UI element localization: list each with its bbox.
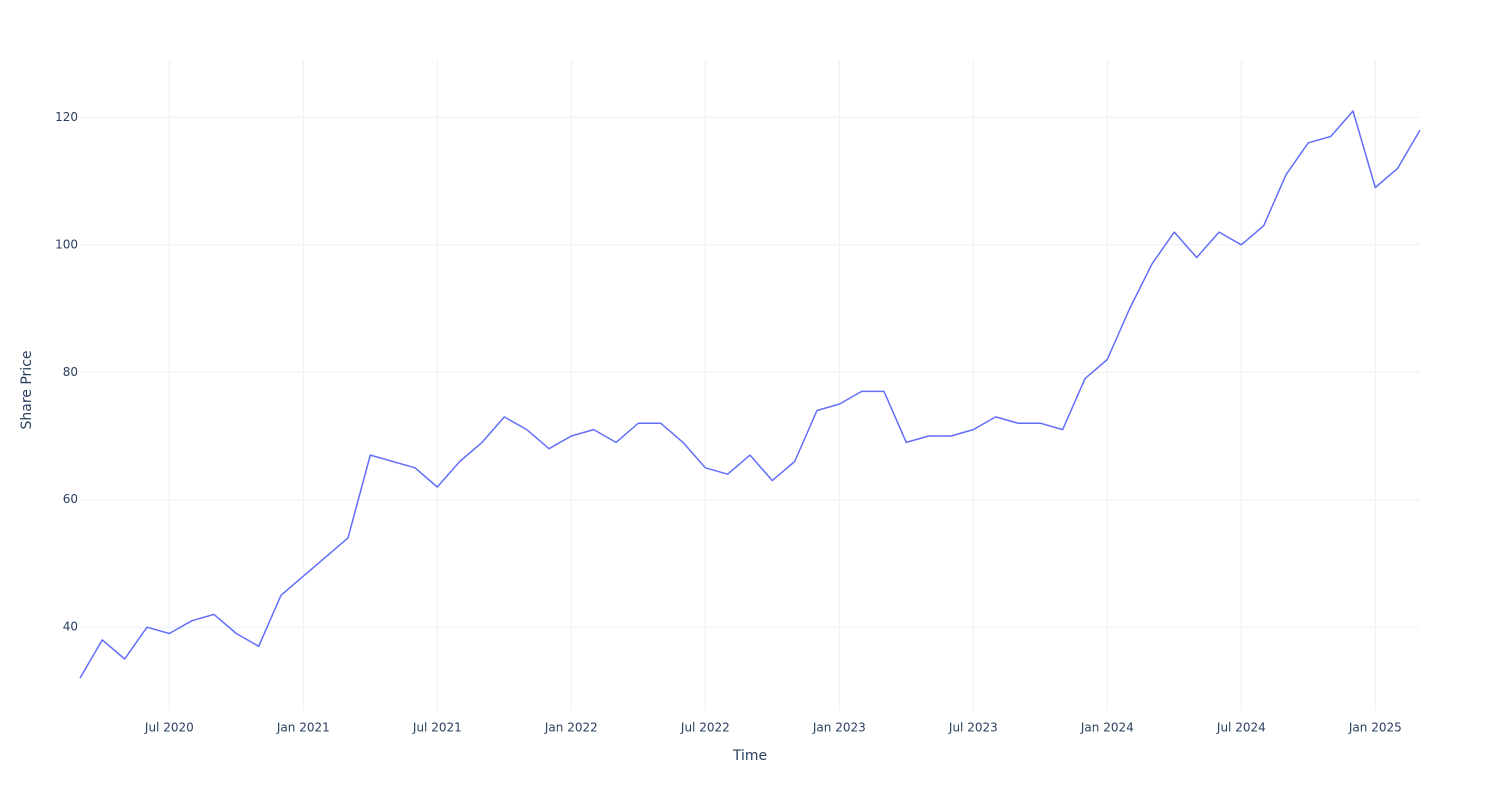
y-tick-label: 60 [63, 492, 78, 506]
x-tick-label: Jul 2024 [1216, 721, 1266, 735]
grid [80, 60, 1420, 710]
x-tick-label: Jul 2023 [948, 721, 998, 735]
y-tick-label: 100 [55, 237, 78, 251]
x-tick-label: Jan 2024 [1080, 721, 1134, 735]
x-tick-label: Jul 2020 [144, 721, 194, 735]
price-line [79, 110, 1421, 679]
x-tick-label: Jul 2021 [412, 721, 462, 735]
x-tick-label: Jan 2021 [276, 721, 330, 735]
x-axis-title: Time [732, 748, 767, 764]
x-tick-label: Jan 2025 [1348, 721, 1402, 735]
x-tick-label: Jul 2022 [680, 721, 730, 735]
y-tick-label: 40 [63, 620, 78, 634]
x-tick-label: Jan 2023 [812, 721, 866, 735]
y-axis-title: Share Price [19, 350, 35, 429]
y-tick-label: 120 [55, 110, 78, 124]
x-tick-label: Jan 2022 [544, 721, 598, 735]
y-tick-label: 80 [63, 365, 78, 379]
